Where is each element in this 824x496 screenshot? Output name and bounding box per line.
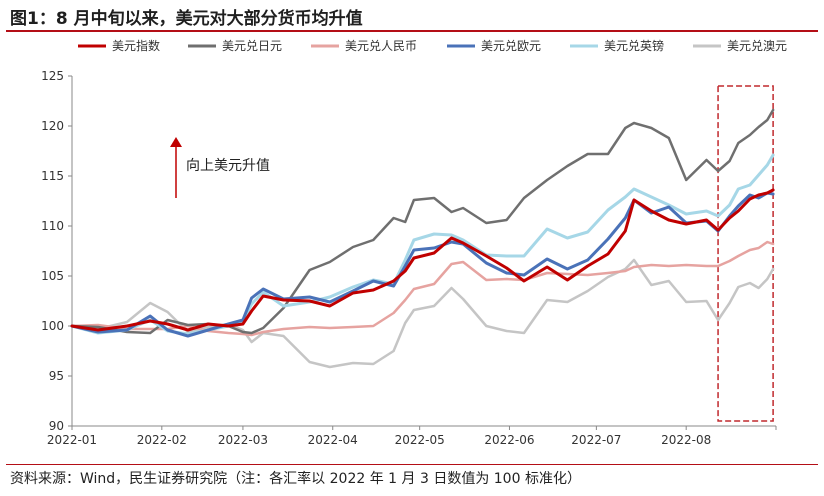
annotation-label: 向上美元升值 [186, 158, 270, 174]
y-tick-label: 90 [49, 419, 64, 433]
series-line-5 [70, 258, 775, 369]
legend-label: 美元指数 [112, 38, 160, 53]
y-tick-label: 125 [41, 69, 64, 83]
y-tick-label: 115 [41, 169, 64, 183]
arrow-head-icon [170, 137, 182, 147]
series-line-2 [70, 240, 775, 337]
x-tick-label: 2022-06 [484, 433, 534, 447]
source-note: 资料来源：Wind，民生证券研究院（注：各汇率以 2022 年 1 月 3 日数… [10, 471, 581, 487]
legend: 美元指数 美元兑日元 美元兑人民币 美元兑欧元 美元兑英镑 美元兑澳元 [78, 38, 787, 53]
legend-label: 美元兑日元 [222, 39, 282, 53]
x-tick-label: 2022-03 [218, 433, 268, 447]
x-tick-label: 2022-02 [137, 433, 187, 447]
x-tick-label: 2022-07 [571, 433, 621, 447]
annotation-layer: 向上美元升值 [170, 137, 270, 198]
y-tick-label: 105 [41, 269, 64, 283]
highlight-box [717, 85, 774, 422]
source-divider [6, 464, 818, 465]
x-tick-label: 2022-04 [308, 433, 358, 447]
series-layer [70, 108, 775, 369]
axes: 90 95 100 105 110 115 120 125 2022-01 2022-02 2022… [41, 69, 777, 447]
title-divider [6, 30, 818, 32]
y-tick-label: 95 [49, 369, 64, 383]
line-chart: 90 95 100 105 110 115 120 125 2022-01 2022-02 2022… [41, 38, 787, 447]
y-tick-label: 120 [41, 119, 64, 133]
figure-title: 图1：8 月中旬以来，美元对大部分货币均升值 [10, 9, 363, 29]
y-tick-label: 110 [41, 219, 64, 233]
series-line-3 [70, 191, 775, 338]
x-tick-label: 2022-05 [395, 433, 445, 447]
series-line-0 [70, 188, 775, 332]
legend-label: 美元兑英镑 [604, 38, 664, 53]
x-tick-label: 2022-01 [47, 433, 97, 447]
highlight-box-layer [717, 85, 774, 422]
x-tick-label: 2022-08 [661, 433, 711, 447]
legend-label: 美元兑澳元 [727, 39, 787, 53]
legend-label: 美元兑欧元 [481, 39, 541, 53]
legend-label: 美元兑人民币 [345, 39, 417, 53]
y-tick-label: 100 [41, 319, 64, 333]
